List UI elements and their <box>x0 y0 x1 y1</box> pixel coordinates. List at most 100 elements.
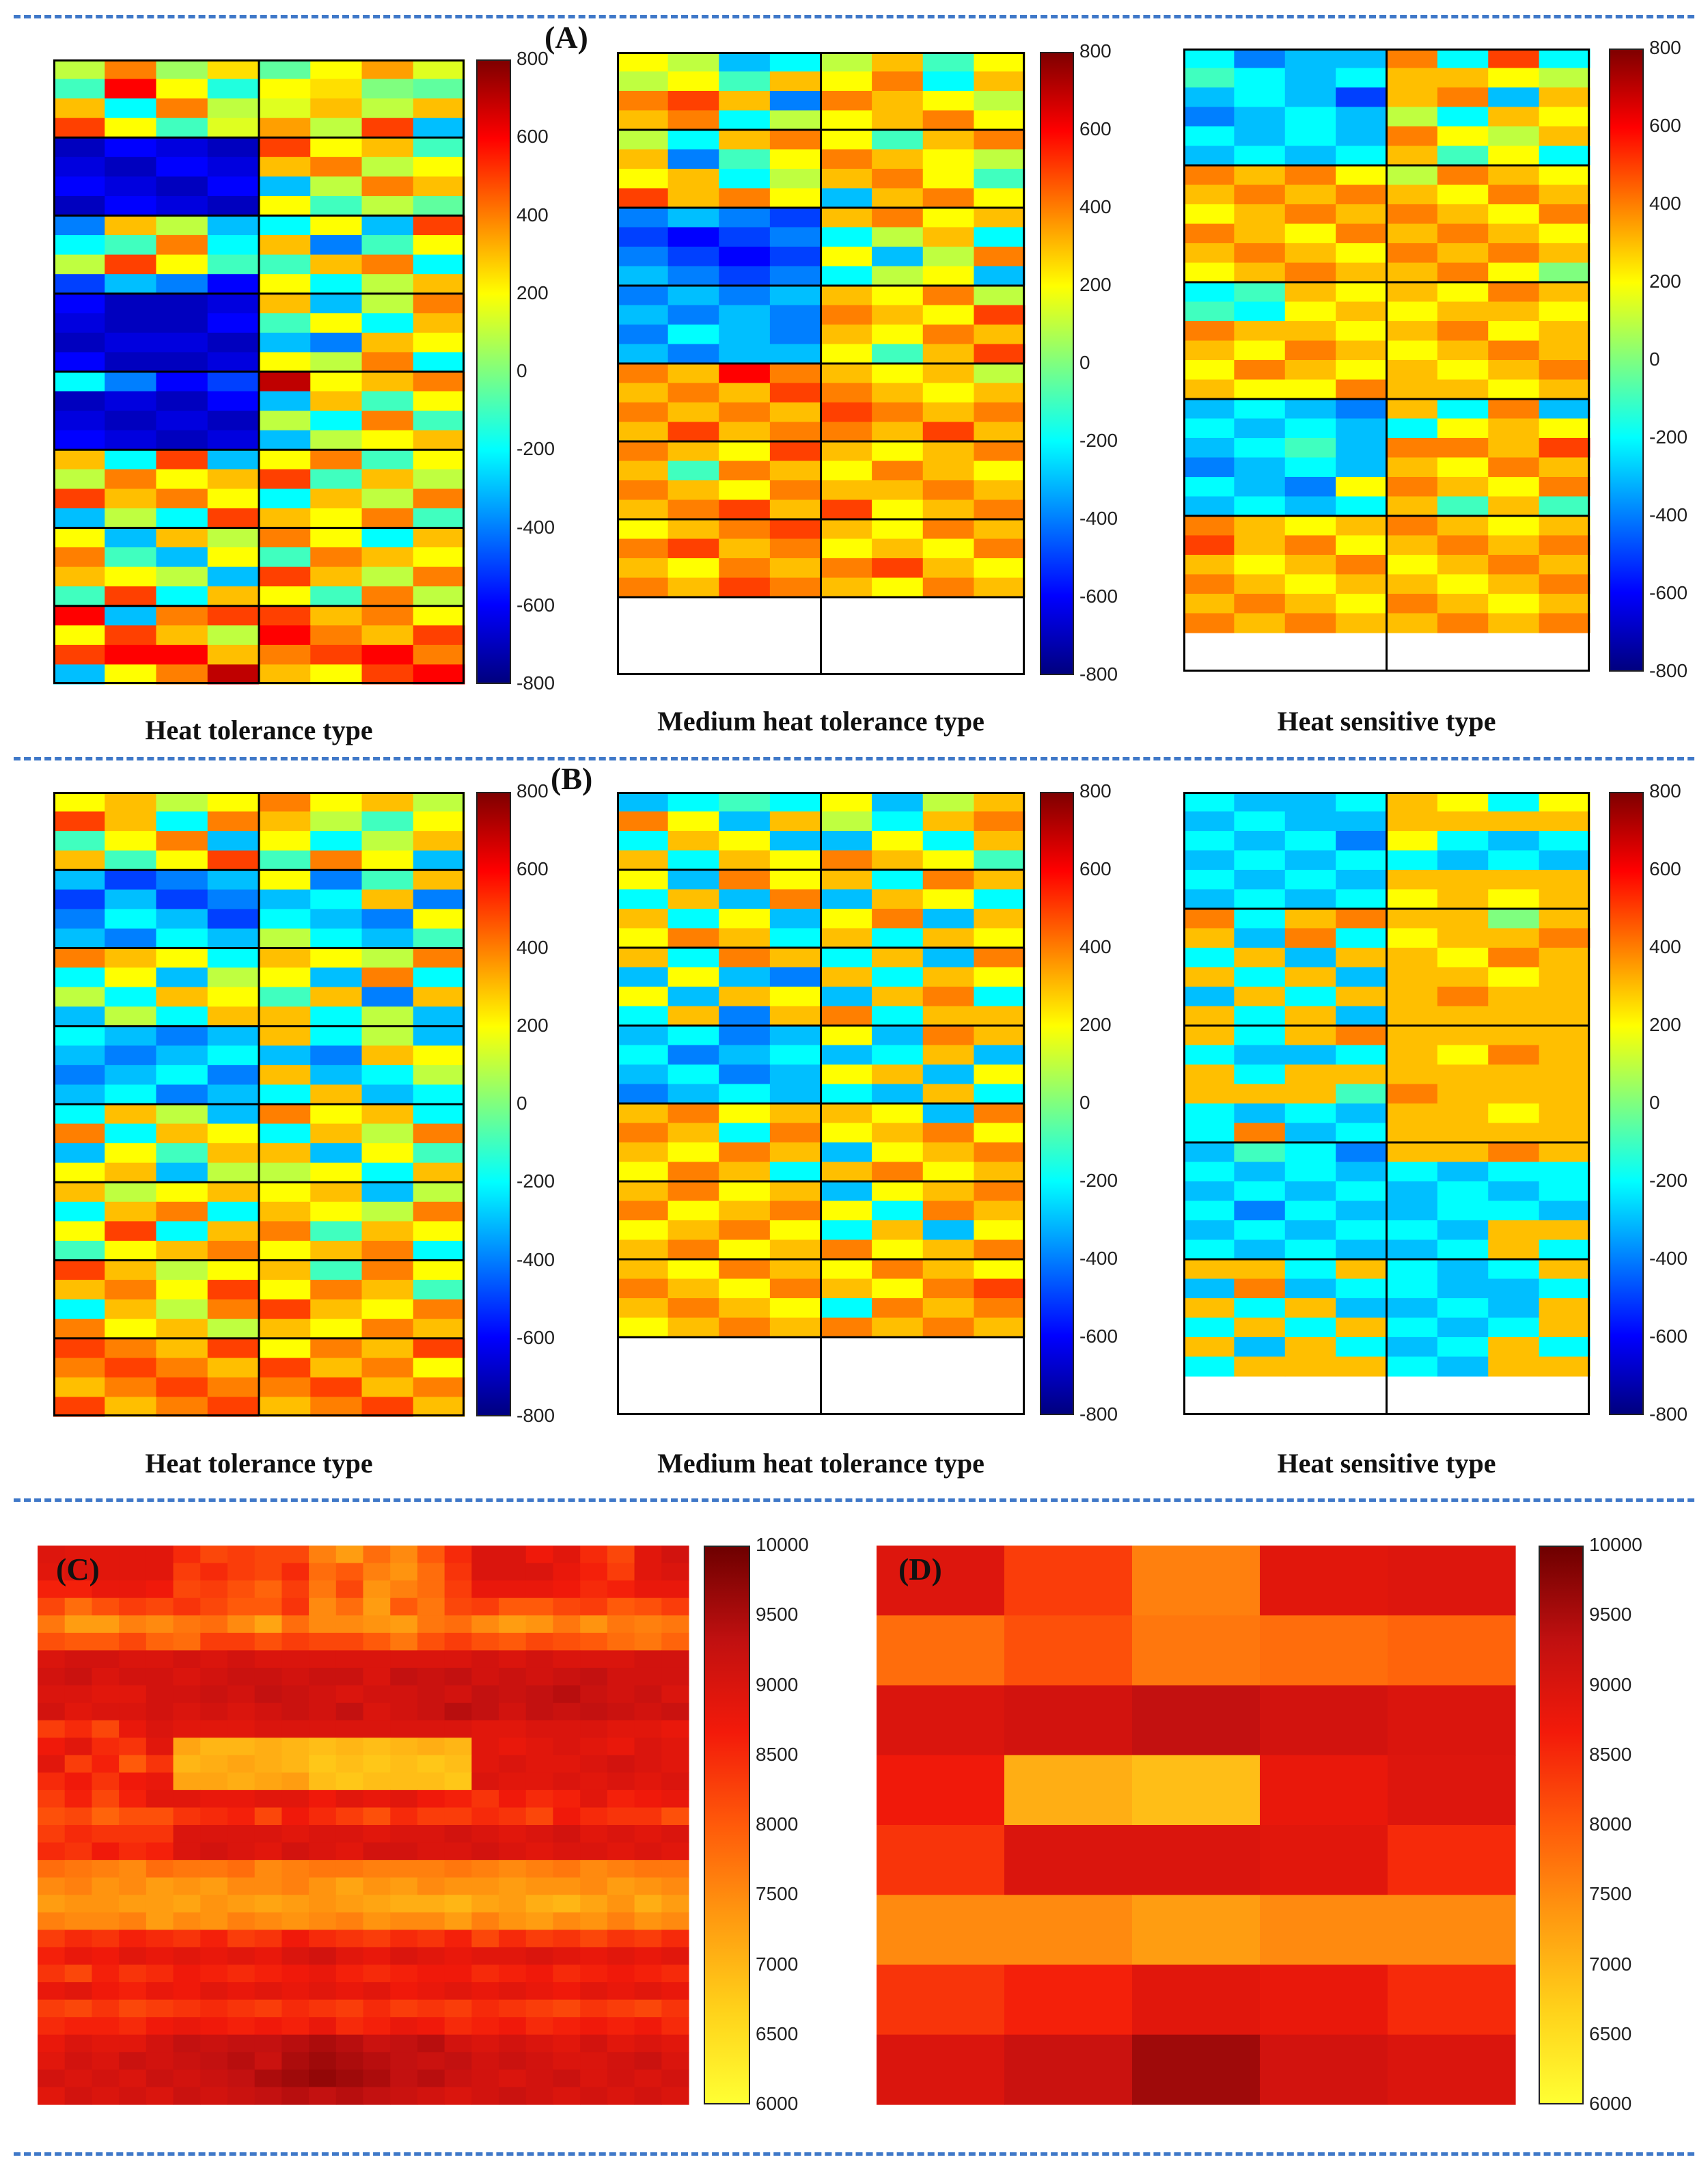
heatmap-cell <box>390 1580 418 1599</box>
heatmap-cell <box>974 305 1025 325</box>
heatmap-cell <box>922 441 974 462</box>
heatmap-cell <box>390 1772 418 1791</box>
heatmap-cell <box>667 1142 719 1163</box>
heatmap-cell <box>607 1546 635 1564</box>
heatmap-cell <box>553 2017 581 2035</box>
heatmap-cell <box>872 110 924 131</box>
heatmap-cell <box>156 1280 208 1300</box>
heatmap-cell <box>821 344 872 364</box>
heatmap-cell <box>719 1065 771 1085</box>
heatmap-cell <box>1132 1895 1261 1966</box>
heatmap-cell <box>53 508 105 529</box>
heatmap-cell <box>922 110 974 131</box>
heatmap-cell <box>617 850 669 870</box>
heatmap-cell <box>444 1703 472 1721</box>
heatmap-cell <box>974 538 1025 559</box>
heatmap-cell <box>1132 1825 1261 1895</box>
heatmap-cell <box>769 188 822 208</box>
heatmap-cell <box>1284 360 1336 381</box>
heatmap-cell <box>227 1650 256 1669</box>
heatmap-cell <box>667 52 719 72</box>
colorbar-tick-label: 0 <box>516 1093 527 1114</box>
heatmap-cell <box>922 344 974 364</box>
heatmap-cell <box>207 811 260 832</box>
heatmap-cell <box>361 332 414 353</box>
heatmap-cell <box>667 1317 719 1338</box>
heatmap-cell <box>872 538 924 559</box>
heatmap-cell <box>156 450 208 470</box>
heatmap-cell <box>254 1755 282 1773</box>
heatmap-cell <box>259 1162 311 1183</box>
heatmap-cell <box>1336 1317 1388 1338</box>
heatmap-cell <box>156 792 208 812</box>
heatmap-cell <box>1386 831 1438 851</box>
heatmap-cell <box>119 1860 147 1878</box>
heatmap-cell <box>1539 457 1590 478</box>
heatmap-cell <box>119 2052 147 2070</box>
heatmap-cell <box>363 1703 391 1721</box>
heatmap-cell <box>617 344 669 364</box>
heatmap-cell <box>872 364 924 384</box>
heatmap-cell <box>525 1842 554 1861</box>
heatmap-cell <box>974 266 1025 286</box>
heatmap-cell <box>156 274 208 294</box>
heatmap-cell <box>769 1220 822 1241</box>
heatmap-cell <box>363 2034 391 2053</box>
heatmap-cell <box>1336 1103 1388 1124</box>
heatmap-cell <box>661 1615 689 1634</box>
colorbar-tick-label: 800 <box>516 48 549 69</box>
heatmap-cell <box>390 1842 418 1861</box>
heatmap-cell <box>259 1045 311 1066</box>
heatmap-cell <box>607 1982 635 2001</box>
heatmap-cell <box>146 1999 174 2018</box>
heatmap-cell <box>580 1546 608 1564</box>
heatmap-cell <box>607 1789 635 1809</box>
heatmap-cell <box>661 1999 689 2018</box>
heatmap-cell <box>413 909 465 929</box>
colorbar-tick-label: 200 <box>1649 271 1681 292</box>
heatmap-cell <box>1488 1317 1540 1338</box>
heatmap-cell <box>1539 360 1590 381</box>
heatmap-cell <box>922 91 974 111</box>
heatmap-cell <box>146 1930 174 1948</box>
heatmap-cell <box>1539 1201 1590 1221</box>
heatmap-cell <box>105 254 157 275</box>
heatmap-cell <box>1234 1317 1286 1338</box>
heatmap-cell <box>1437 146 1489 166</box>
heatmap-cell <box>922 909 974 929</box>
heatmap-cell <box>821 325 872 345</box>
heatmap-cell <box>1234 831 1286 851</box>
heatmap-cell <box>310 1065 363 1086</box>
heatmap-cell <box>922 227 974 247</box>
heatmap-cell <box>769 461 822 481</box>
heatmap-cell <box>227 2087 256 2105</box>
heatmap-cell <box>1539 1026 1590 1046</box>
heatmap-cell <box>580 2034 608 2053</box>
heatmap-cell <box>363 1720 391 1738</box>
heatmap-cell <box>1183 948 1235 968</box>
heatmap-cell <box>361 1162 414 1183</box>
heatmap-cell <box>417 1807 445 1826</box>
heatmap-cell <box>363 1930 391 1948</box>
colorbar-tick-label: 7500 <box>756 1883 799 1905</box>
heatmap-cell <box>617 461 669 481</box>
heatmap-cell <box>254 1738 282 1756</box>
heatmap-cell <box>207 1065 260 1086</box>
heatmap-cell <box>719 1142 771 1163</box>
heatmap-cell <box>667 558 719 579</box>
heatmap-cell <box>1539 574 1590 594</box>
heatmap-cell <box>146 1912 174 1930</box>
heatmap-cell <box>1234 321 1286 342</box>
heatmap-cell <box>553 2052 581 2070</box>
heatmap-cell <box>634 1807 662 1826</box>
heatmap-cell <box>634 1789 662 1809</box>
heatmap-cell <box>1386 1356 1438 1377</box>
heatmap-cell <box>617 227 669 247</box>
heatmap-cell <box>444 1597 472 1616</box>
colorbar-tick-label: 800 <box>1649 37 1681 58</box>
heatmap-cell <box>769 422 822 442</box>
heatmap-cell <box>769 948 822 968</box>
heatmap-cell <box>1234 68 1286 88</box>
heatmap-cell <box>413 1045 465 1066</box>
heatmap-cell <box>617 441 669 462</box>
